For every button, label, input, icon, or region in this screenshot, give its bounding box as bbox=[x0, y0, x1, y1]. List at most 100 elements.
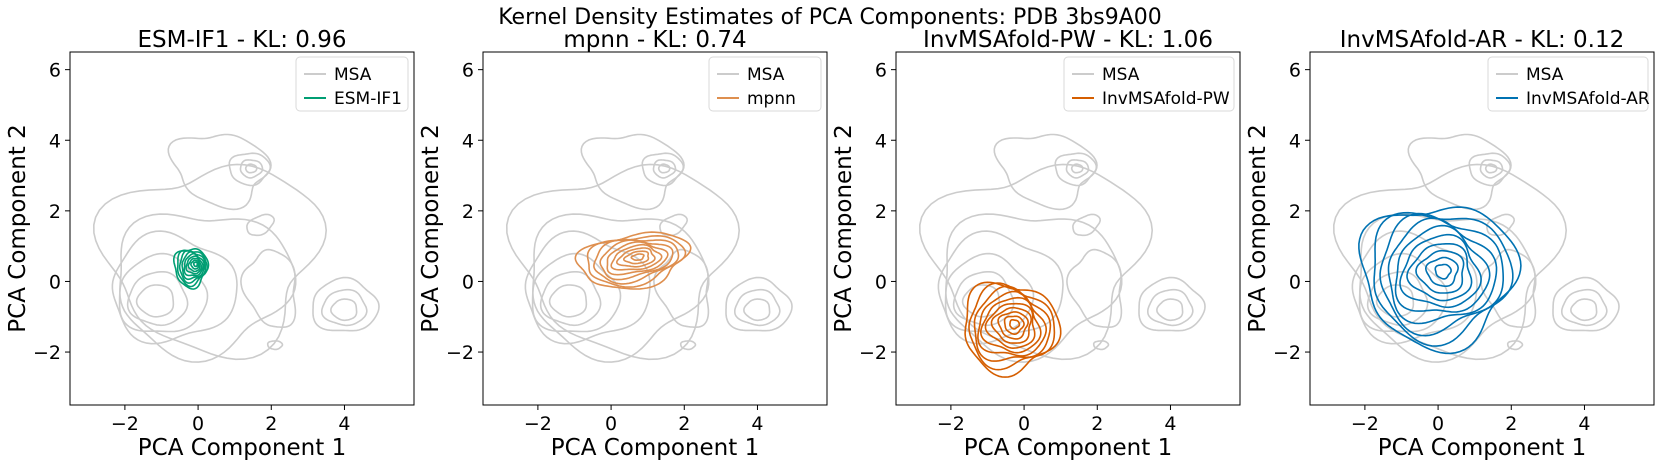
x-tick-label: −2 bbox=[524, 413, 552, 435]
x-tick-label: 2 bbox=[265, 413, 277, 435]
msa-contour bbox=[1468, 152, 1512, 187]
model-contour bbox=[610, 243, 663, 271]
msa-contour bbox=[1138, 276, 1206, 332]
model-contour bbox=[593, 238, 680, 285]
msa-contour bbox=[1484, 163, 1498, 174]
y-tick-label: 2 bbox=[462, 201, 474, 223]
msa-contour bbox=[531, 252, 622, 333]
msa-contour bbox=[1070, 163, 1084, 174]
legend-label: InvMSAfold-PW bbox=[1102, 89, 1230, 109]
msa-contour bbox=[580, 133, 685, 211]
msa-contour bbox=[961, 284, 1001, 318]
axes-frame bbox=[482, 51, 828, 406]
model-contour bbox=[606, 241, 669, 276]
msa-contour bbox=[653, 248, 710, 328]
msa-contour bbox=[1375, 284, 1415, 318]
model-contour bbox=[1379, 212, 1504, 337]
y-tick-label: 6 bbox=[462, 60, 474, 82]
y-tick-label: 2 bbox=[1289, 201, 1301, 223]
y-axis-label: PCA Component 2 bbox=[5, 124, 31, 332]
y-tick-label: 0 bbox=[49, 271, 61, 293]
model-contour bbox=[623, 250, 650, 265]
x-axis-label: PCA Component 1 bbox=[138, 435, 346, 461]
msa-contour bbox=[1054, 152, 1098, 187]
y-axis-label: PCA Component 2 bbox=[831, 124, 857, 332]
y-tick-label: 4 bbox=[462, 130, 474, 152]
legend: MSA mpnn bbox=[708, 56, 822, 112]
x-tick-label: 2 bbox=[1091, 413, 1103, 435]
y-tick-label: 2 bbox=[49, 201, 61, 223]
msa-contour bbox=[743, 298, 771, 322]
y-tick-label: −2 bbox=[859, 342, 887, 364]
msa-contour bbox=[244, 163, 258, 174]
msa-contour bbox=[993, 133, 1098, 211]
x-tick-label: 0 bbox=[1432, 413, 1444, 435]
x-tick-label: 2 bbox=[1505, 413, 1517, 435]
plot-area bbox=[1332, 133, 1620, 363]
msa-contour bbox=[1486, 213, 1516, 237]
msa-contour bbox=[126, 271, 189, 327]
legend-label: MSA bbox=[1526, 65, 1564, 85]
model-contour bbox=[964, 281, 1062, 378]
plot-area bbox=[505, 133, 793, 363]
msa-contour bbox=[312, 276, 380, 332]
plot-area bbox=[918, 133, 1206, 378]
msa-contour bbox=[505, 163, 741, 361]
msa-contour bbox=[167, 133, 272, 211]
x-tick-label: 0 bbox=[1018, 413, 1030, 435]
msa-contour bbox=[548, 284, 588, 318]
model-contour bbox=[979, 296, 1042, 354]
model-contour bbox=[990, 306, 1033, 344]
x-axis-label: PCA Component 1 bbox=[551, 435, 759, 461]
model-contour bbox=[187, 257, 201, 273]
legend: MSA InvMSAfold-PW bbox=[1063, 56, 1235, 112]
kde-panel-2: −2 0 2 4 −2 0 2 4 6 mpnn - KL: 0.74 PCA Component … bbox=[418, 27, 828, 461]
model-contour bbox=[1406, 243, 1473, 302]
msa-contour bbox=[918, 163, 1154, 361]
kde-panel-1: −2 0 2 4 −2 0 2 4 6 ESM-IF1 - KL: 0.96 PCA Compone… bbox=[5, 27, 415, 461]
msa-contour bbox=[1066, 248, 1123, 328]
model-contour bbox=[586, 234, 687, 288]
y-tick-label: −2 bbox=[1273, 342, 1301, 364]
model-contour bbox=[616, 247, 656, 268]
legend: MSA InvMSAfold-AR bbox=[1487, 56, 1650, 112]
msa-contour bbox=[641, 152, 685, 187]
msa-contour bbox=[1065, 159, 1090, 179]
y-tick-label: 0 bbox=[462, 271, 474, 293]
plot-area bbox=[92, 133, 380, 363]
model-contour bbox=[1387, 217, 1498, 325]
y-tick-label: 6 bbox=[875, 60, 887, 82]
kde-panel-3: −2 0 2 4 −2 0 2 4 6 InvMSAfold-PW - KL: 1.06 PCA C… bbox=[831, 27, 1241, 461]
legend: MSA ESM-IF1 bbox=[295, 56, 409, 112]
msa-contour bbox=[652, 159, 677, 179]
msa-contour bbox=[321, 288, 368, 327]
model-contour bbox=[1434, 263, 1452, 280]
legend-box bbox=[1063, 56, 1235, 112]
model-contour bbox=[178, 249, 207, 284]
msa-contour bbox=[240, 248, 297, 328]
x-tick-label: −2 bbox=[1351, 413, 1379, 435]
model-contour bbox=[1358, 206, 1522, 355]
msa-contour bbox=[1156, 298, 1184, 322]
y-tick-label: −2 bbox=[446, 342, 474, 364]
msa-contour bbox=[239, 159, 264, 179]
msa-contour bbox=[1358, 252, 1449, 333]
x-tick-label: 4 bbox=[751, 413, 763, 435]
msa-contour bbox=[1332, 163, 1568, 361]
model-contour bbox=[1009, 319, 1021, 330]
y-axis-label: PCA Component 2 bbox=[418, 124, 444, 332]
x-tick-label: 0 bbox=[192, 413, 204, 435]
msa-contour bbox=[111, 230, 238, 345]
model-contour bbox=[1399, 233, 1482, 309]
legend-label: MSA bbox=[747, 65, 785, 85]
x-tick-label: 4 bbox=[1578, 413, 1590, 435]
msa-contour bbox=[657, 163, 671, 174]
msa-contour bbox=[659, 213, 689, 237]
model-contour bbox=[973, 285, 1052, 362]
model-contour bbox=[599, 239, 674, 281]
y-tick-label: 4 bbox=[49, 130, 61, 152]
msa-contour bbox=[1072, 213, 1102, 237]
y-tick-label: 0 bbox=[1289, 271, 1301, 293]
model-contour bbox=[1003, 315, 1025, 335]
x-axis-label: PCA Component 1 bbox=[964, 435, 1172, 461]
